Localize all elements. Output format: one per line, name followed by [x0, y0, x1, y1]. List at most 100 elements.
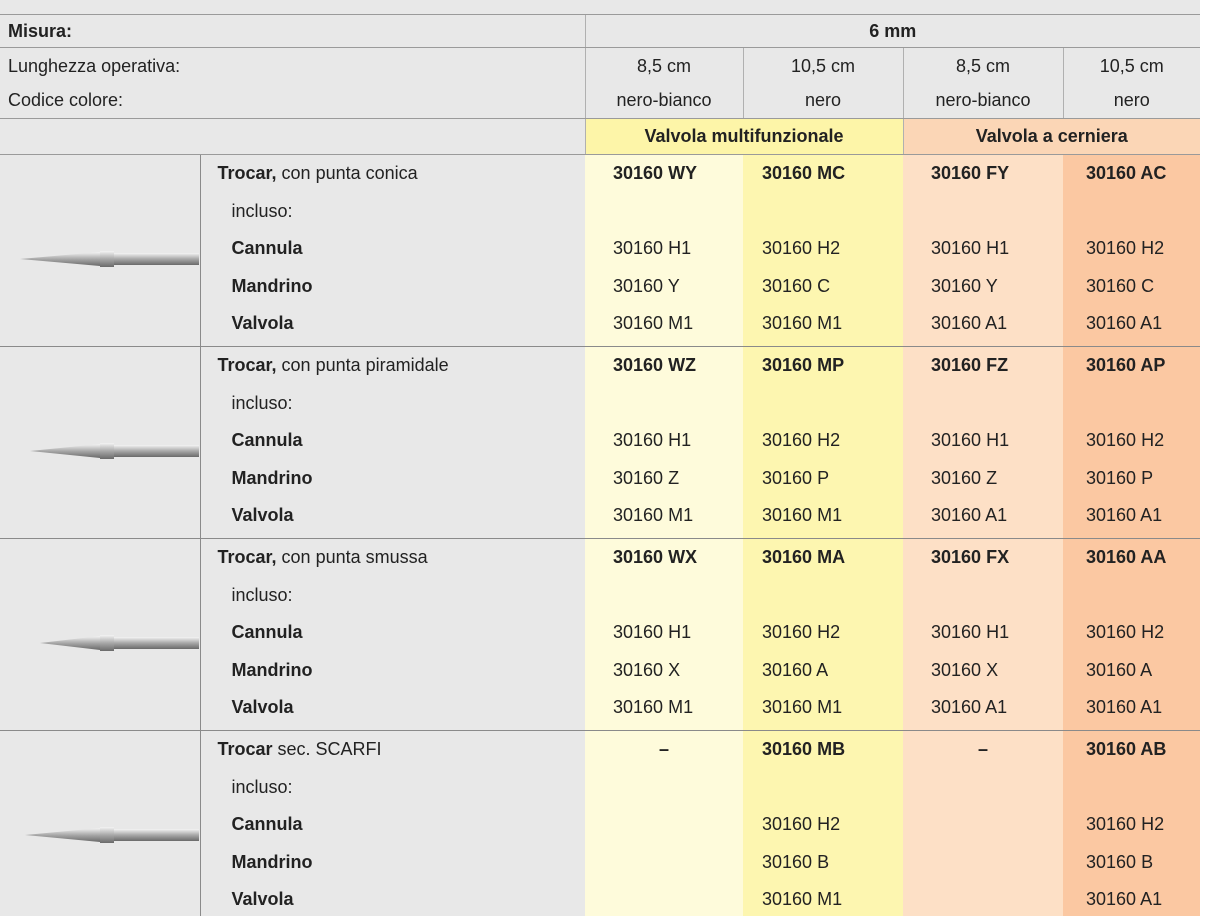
length: 8,5 cm: [956, 56, 1011, 76]
part-name: Mandrino: [231, 851, 313, 872]
spacer: [585, 769, 743, 807]
spacer: [585, 881, 743, 916]
length: 10,5 cm: [791, 56, 856, 76]
code-cell: 30160 WX 30160 H1 30160 X 30160 M1: [585, 538, 744, 731]
size-value-cell: 6 mm: [584, 15, 1201, 48]
part-code: 30160 A1: [1086, 313, 1163, 334]
spacer: [1063, 769, 1200, 807]
trocar-type: con punta conica: [276, 163, 418, 183]
part-code: 30160 Y: [931, 275, 998, 296]
title-line: Trocar sec. SCARFI: [218, 731, 586, 769]
header-row: Misura: 6 mm: [0, 15, 1201, 48]
trocar-image: [30, 443, 199, 459]
valve-group: Valvola multifunzionale: [644, 126, 844, 146]
spacer: [585, 385, 743, 423]
trocar-title: Trocar,: [217, 355, 277, 375]
spacer: [585, 577, 743, 615]
code-cell: 30160 MB 30160 H2 30160 B 30160 M1: [743, 730, 904, 916]
product-code: 30160 AP: [1086, 355, 1166, 375]
valve-group-cell: Valvola multifunzionale: [584, 118, 904, 155]
spacer: [743, 769, 903, 807]
part-code: 30160 H1: [931, 622, 1010, 643]
column-header: 10,5 cm nero: [742, 47, 904, 119]
spacer: [585, 844, 743, 882]
part-code: 30160 Y: [613, 275, 680, 296]
title-line: Trocar, con punta smussa: [218, 539, 586, 577]
description-cell: Trocar, con punta piramidale incluso: Cann…: [200, 346, 586, 539]
part-code: 30160 H1: [931, 238, 1010, 259]
part-name: Cannula: [231, 430, 303, 451]
product-code: 30160 MA: [762, 547, 846, 567]
part-name: Mandrino: [231, 275, 313, 296]
spacer: [585, 193, 743, 231]
part-code: 30160 H1: [931, 430, 1010, 451]
size-label: Misura:: [8, 21, 73, 41]
header-row: Lunghezza operativa: Codice colore: 8,5 cm…: [0, 47, 1201, 119]
product-code: 30160 WX: [613, 547, 698, 567]
part-code: 30160 P: [762, 467, 830, 488]
length: 8,5 cm: [637, 56, 692, 76]
part-code: 30160 H1: [613, 238, 692, 259]
part-name: Valvola: [231, 697, 294, 718]
part-name: Valvola: [231, 313, 294, 334]
included-label: incluso:: [231, 584, 293, 605]
spacer: [903, 577, 1063, 615]
spacer: [903, 193, 1063, 231]
spacer: [903, 881, 1063, 916]
part-code: 30160 H1: [613, 622, 692, 643]
part-code: 30160 Z: [613, 467, 680, 488]
size-value: 6 mm: [869, 21, 917, 41]
product-code: 30160 FZ: [931, 355, 1009, 375]
spacer: [903, 385, 1063, 423]
image-cell: [0, 538, 201, 731]
spacer: [743, 385, 903, 423]
labels-cell: Lunghezza operativa: Codice colore:: [0, 47, 586, 119]
trocar-image: [40, 635, 199, 651]
included-label: incluso:: [231, 776, 293, 797]
code-cell: 30160 FX 30160 H1 30160 X 30160 A1: [903, 538, 1064, 731]
spacer: [1063, 385, 1200, 423]
product-code: 30160 FX: [931, 547, 1010, 567]
code-cell: 30160 AA 30160 H2 30160 A 30160 A1: [1063, 538, 1201, 731]
color-label: Codice colore:: [8, 90, 124, 110]
part-name: Mandrino: [231, 659, 313, 680]
part-code: 30160 H2: [762, 238, 841, 259]
valve-group-cell: Valvola a cerniera: [902, 118, 1201, 155]
spacer: [1063, 193, 1200, 231]
spacer: [743, 577, 903, 615]
part-code: 30160 B: [1086, 851, 1154, 872]
part-code: 30160 C: [1086, 275, 1155, 296]
trocar-type: sec. SCARFI: [272, 739, 382, 759]
code-cell: 30160 FY 30160 H1 30160 Y 30160 A1: [903, 154, 1064, 347]
valve-group: Valvola a cerniera: [975, 126, 1128, 146]
part-code: 30160 M1: [613, 313, 694, 334]
column-header: 8,5 cm nero-bianco: [902, 47, 1064, 119]
part-code: 30160 A1: [931, 505, 1008, 526]
part-code: 30160 H2: [762, 430, 841, 451]
part-code: 30160 M1: [613, 505, 694, 526]
trocar-title: Trocar: [217, 739, 273, 759]
description-cell: Trocar, con punta conica incluso: Cannula M…: [200, 154, 586, 347]
product-code: 30160 AC: [1086, 163, 1167, 183]
image-cell: [0, 154, 201, 347]
title-line: Trocar, con punta piramidale: [218, 347, 586, 385]
part-code: 30160 M1: [762, 505, 843, 526]
product-group: Trocar, con punta piramidale incluso: Cann…: [0, 346, 1201, 539]
code-cell: 30160 MP 30160 H2 30160 P 30160 M1: [743, 346, 904, 539]
blank-cell: [0, 118, 586, 155]
product-code: 30160 MC: [762, 163, 846, 183]
code-cell: 30160 AC 30160 H2 30160 C 30160 A1: [1063, 154, 1201, 347]
part-code: 30160 H1: [613, 430, 692, 451]
product-group: Trocar, con punta smussa incluso: Cannula M…: [0, 538, 1201, 731]
trocar-title: Trocar,: [217, 163, 277, 183]
code-cell: 30160 AP 30160 H2 30160 P 30160 A1: [1063, 346, 1201, 539]
included-label: incluso:: [231, 392, 293, 413]
code-cell: 30160 WZ 30160 H1 30160 Z 30160 M1: [585, 346, 744, 539]
part-code: 30160 H2: [1086, 622, 1165, 643]
code-cell: 30160 WY 30160 H1 30160 Y 30160 M1: [585, 154, 744, 347]
column-header: 8,5 cm nero-bianco: [584, 47, 744, 119]
product-code: 30160 MP: [762, 355, 845, 375]
product-code: 30160 WY: [613, 163, 698, 183]
part-code: 30160 P: [1086, 467, 1154, 488]
